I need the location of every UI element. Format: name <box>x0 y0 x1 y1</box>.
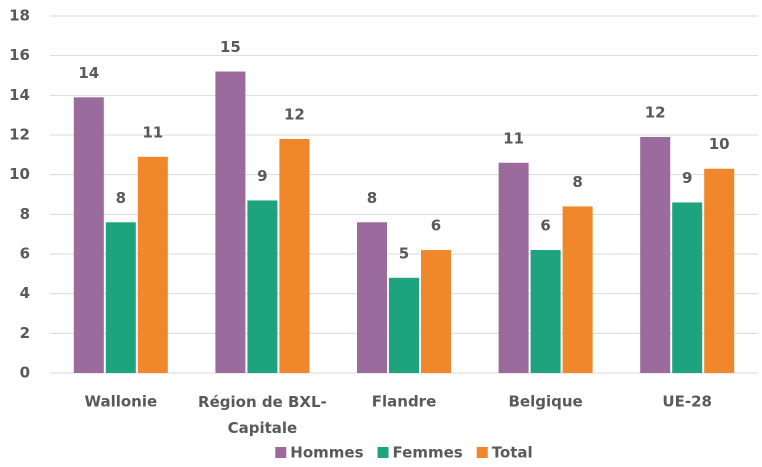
legend-label: Femmes <box>393 444 463 462</box>
x-tick-label: Région de BXL-Capitale <box>198 393 327 437</box>
y-tick-label: 14 <box>9 86 30 104</box>
value-label: 8 <box>572 173 582 191</box>
y-tick-label: 16 <box>9 46 30 64</box>
y-tick-label: 10 <box>9 165 30 183</box>
value-label: 11 <box>142 123 163 141</box>
value-label: 8 <box>367 189 377 207</box>
y-tick-label: 6 <box>20 245 30 263</box>
bar <box>357 222 387 373</box>
bar <box>73 97 104 374</box>
bar <box>530 250 561 373</box>
bar <box>421 250 451 373</box>
bar <box>562 206 593 373</box>
value-label: 12 <box>645 103 666 121</box>
bar <box>640 136 671 373</box>
value-label: 10 <box>709 135 730 153</box>
bar <box>389 277 419 373</box>
y-tick-label: 12 <box>9 126 30 144</box>
legend-label: Total <box>492 444 533 462</box>
legend: Hommes Femmes Total <box>275 444 533 462</box>
x-tick-label: Belgique <box>508 393 582 411</box>
value-label: 11 <box>503 129 524 147</box>
value-label: 9 <box>257 167 267 185</box>
bar <box>704 168 735 373</box>
y-tick-label: 4 <box>20 284 30 302</box>
value-label: 12 <box>284 105 305 123</box>
y-tick-label: 0 <box>20 364 30 382</box>
value-label: 9 <box>682 169 692 187</box>
y-tick-label: 18 <box>9 7 30 25</box>
x-tick-label: Wallonie <box>84 393 157 411</box>
bar <box>137 156 168 373</box>
x-tick-label: Flandre <box>372 393 437 411</box>
legend-label: Hommes <box>290 444 363 462</box>
x-tick-label: UE-28 <box>662 393 712 411</box>
value-label: 14 <box>78 64 99 82</box>
bar <box>247 200 278 373</box>
legend-swatch <box>476 447 488 458</box>
y-tick-label: 8 <box>20 205 30 223</box>
bar <box>672 202 703 373</box>
value-label: 15 <box>220 38 241 56</box>
y-tick-label: 2 <box>20 324 30 342</box>
legend-swatch <box>377 447 389 458</box>
bar <box>279 138 310 373</box>
bar <box>105 222 136 373</box>
value-label: 6 <box>431 217 441 235</box>
value-label: 6 <box>540 217 550 235</box>
bar <box>215 71 246 374</box>
bar <box>498 162 529 373</box>
legend-swatch <box>275 447 287 458</box>
value-label: 5 <box>399 244 409 262</box>
value-label: 8 <box>116 189 126 207</box>
